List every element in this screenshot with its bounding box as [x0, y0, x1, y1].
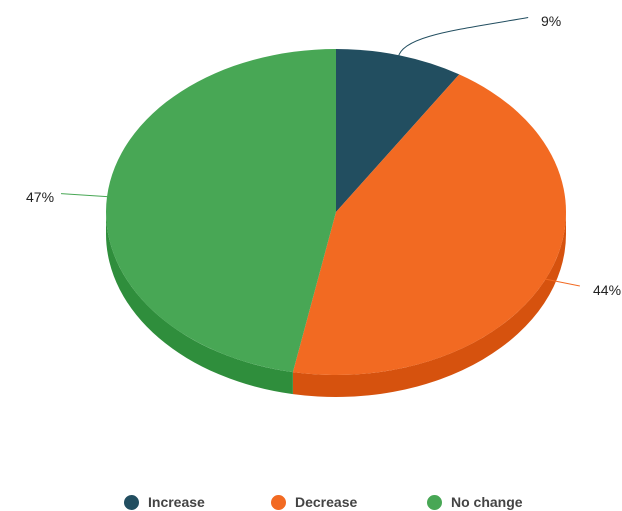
- pie-side-decrease: [292, 212, 566, 397]
- leader-line-no-change: [60, 193, 108, 198]
- legend-label-decrease: Decrease: [295, 494, 358, 510]
- legend-label-increase: Increase: [148, 494, 205, 510]
- pie-side-no-change: [106, 212, 293, 395]
- leader-line-increase: [397, 16, 529, 58]
- legend-item-no-change[interactable]: No change: [427, 494, 523, 510]
- pie-slice-decrease[interactable]: [292, 74, 566, 376]
- legend: Increase Decrease No change: [0, 494, 622, 511]
- slice-labels: 9% 44% 47%: [26, 13, 621, 298]
- leader-lines: [60, 16, 580, 287]
- pie-3d-sides: [106, 212, 566, 397]
- leader-line-decrease: [539, 277, 580, 287]
- pie-chart: 9% 44% 47%: [26, 13, 621, 397]
- pie-slice-increase[interactable]: [336, 49, 460, 212]
- legend-dot-increase: [124, 494, 139, 510]
- pie-slice-no-change[interactable]: [105, 49, 336, 373]
- legend-label-no-change: No change: [451, 494, 523, 510]
- slice-label-decrease: 44%: [593, 282, 621, 298]
- legend-item-decrease[interactable]: Decrease: [271, 494, 357, 510]
- slice-label-increase: 9%: [541, 13, 561, 29]
- legend-item-increase[interactable]: Increase: [124, 494, 205, 510]
- legend-dot-no-change: [427, 494, 442, 510]
- pie-slices: [105, 49, 566, 376]
- legend-dot-decrease: [271, 494, 286, 510]
- slice-label-no-change: 47%: [26, 189, 54, 205]
